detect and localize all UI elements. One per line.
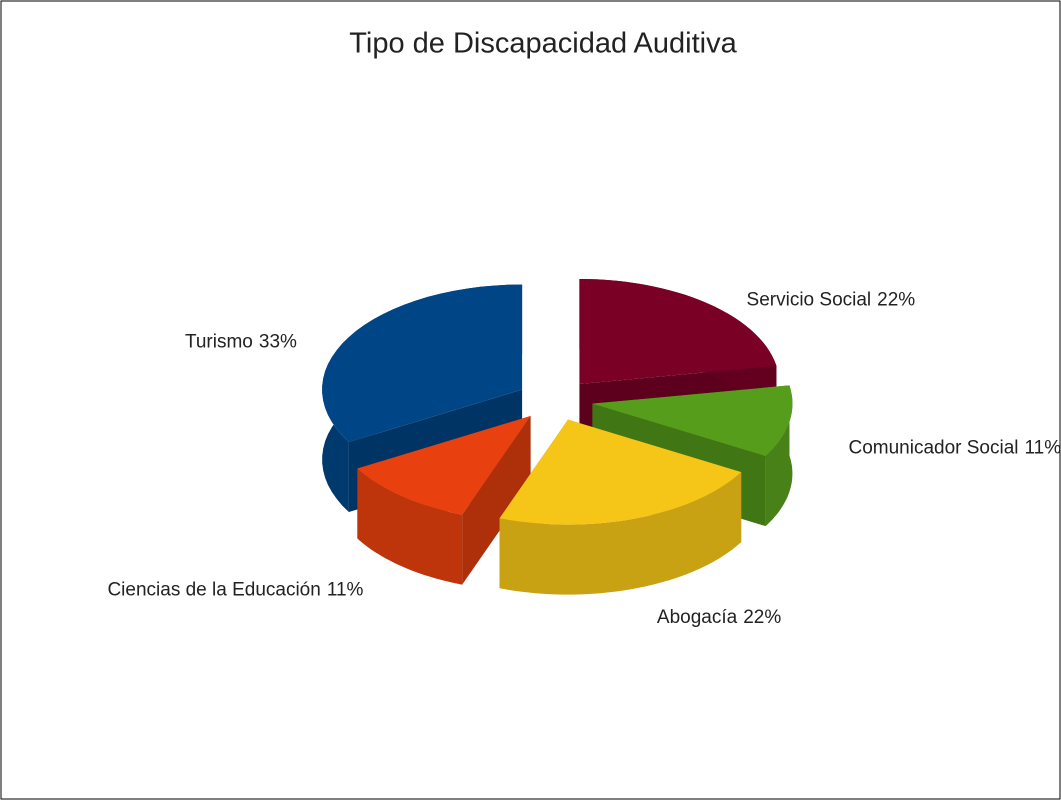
slice-top <box>499 419 742 525</box>
pie-slice <box>357 416 531 585</box>
slice-top <box>357 416 531 515</box>
slice-top <box>579 279 777 384</box>
slice-side <box>765 385 793 527</box>
label-category: Ciencias de la Educación <box>107 580 320 601</box>
label-category: Comunicador Social <box>848 437 1018 458</box>
data-label: Turismo 33% <box>185 331 297 352</box>
data-label: Ciencias de la Educación 11% <box>107 580 363 601</box>
label-category: Abogacía <box>657 607 738 628</box>
label-value: 22% <box>743 607 781 628</box>
pie-slice <box>499 419 742 595</box>
data-label: Comunicador Social 11% <box>848 437 1061 458</box>
label-value: 11% <box>327 580 364 601</box>
label-category: Turismo <box>185 331 253 352</box>
data-label: Abogacía 22% <box>657 607 781 628</box>
slice-side <box>357 468 463 585</box>
label-value: 33% <box>259 331 297 352</box>
label-value: 11% <box>1025 437 1061 458</box>
label-value: 22% <box>877 289 915 310</box>
slice-top <box>322 284 523 443</box>
chart-title: Tipo de Discapacidad Auditiva <box>349 28 737 60</box>
slice-top <box>592 385 793 457</box>
label-category: Servicio Social <box>747 289 872 310</box>
slice-side <box>499 472 742 595</box>
data-label: Servicio Social 22% <box>747 289 916 310</box>
